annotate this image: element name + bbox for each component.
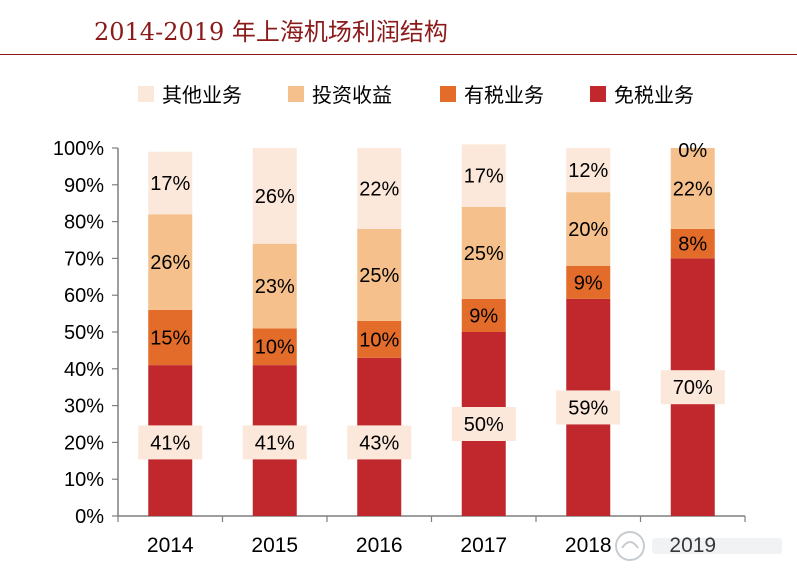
data-label: 17% (464, 166, 504, 188)
data-label: 70% (673, 377, 713, 399)
legend-label: 其他业务 (162, 83, 242, 107)
data-label-box (347, 425, 412, 460)
data-label: 43% (359, 432, 399, 454)
data-label: 12% (568, 160, 608, 182)
chart-title: 2014-2019 年上海机场利润结构 (94, 18, 448, 46)
data-label: 15% (150, 328, 190, 350)
bar-segment (148, 151, 193, 215)
x-tick-label: 2019 (669, 534, 716, 557)
data-label: 23% (255, 276, 295, 298)
x-tick-label: 2014 (147, 534, 194, 557)
y-tick-label: 0% (75, 506, 104, 528)
bar-segment (252, 328, 297, 366)
data-label-box (660, 370, 725, 405)
y-tick-label: 10% (64, 469, 104, 491)
bar-segment (566, 265, 611, 299)
data-label: 50% (464, 414, 504, 436)
title-divider (0, 54, 797, 55)
bar-segment (148, 214, 193, 310)
data-label-box (451, 407, 516, 441)
data-label: 0% (678, 140, 707, 162)
y-tick-label: 90% (64, 175, 104, 197)
y-tick-label: 70% (64, 248, 104, 270)
legend-label: 有税业务 (464, 83, 544, 107)
data-label: 10% (255, 337, 295, 359)
bar-segment (461, 206, 506, 299)
data-label: 26% (150, 252, 190, 274)
chart-axes: 0% 10% 20% 30% 40% 50% 60% 70% 80% 90% 100% 2014 201… (53, 138, 746, 557)
data-label: 9% (574, 272, 603, 294)
x-tick-label: 2016 (356, 534, 403, 557)
chart-legend: 其他业务 投资收益 有税业务 免税业务 (138, 83, 694, 107)
bar-segment (148, 309, 193, 366)
bar-segment (566, 192, 611, 266)
legend-swatch (288, 86, 304, 102)
bar-segment (357, 320, 402, 358)
data-label: 41% (150, 432, 190, 454)
y-tick-label: 100% (53, 138, 104, 160)
legend-label: 投资收益 (312, 83, 392, 107)
x-tick-label: 2018 (565, 534, 612, 557)
data-label: 26% (255, 186, 295, 208)
y-tick-label: 30% (64, 396, 104, 418)
chart-data-labels: 41% 15% 26% 17% 41% 10% 23% 26% 43% 10% 25% 22% 50% 9… (138, 140, 725, 460)
data-label: 9% (469, 305, 498, 327)
legend-swatch (440, 86, 456, 102)
y-tick-label: 60% (64, 285, 104, 307)
data-label: 17% (150, 173, 190, 195)
y-tick-label: 20% (64, 432, 104, 454)
bar-segment (670, 148, 715, 229)
bar-segment (461, 298, 506, 332)
legend-swatch (138, 86, 154, 102)
data-label: 25% (359, 265, 399, 287)
data-label-box (138, 425, 203, 460)
data-label: 22% (673, 178, 713, 200)
bar-segment (357, 148, 402, 229)
bar-segment (252, 148, 297, 244)
chart-bars (148, 144, 715, 516)
y-tick-label: 50% (64, 322, 104, 344)
data-label: 25% (464, 243, 504, 265)
data-label: 41% (255, 432, 295, 454)
x-tick-label: 2015 (251, 534, 298, 557)
data-label-box (242, 425, 307, 460)
data-label: 20% (568, 219, 608, 241)
watermark-logo (615, 531, 782, 561)
legend-swatch (590, 86, 606, 102)
data-label: 10% (359, 329, 399, 351)
data-label: 59% (568, 397, 608, 419)
y-tick-label: 80% (64, 212, 104, 234)
bar-segment (252, 243, 297, 329)
bar-segment (461, 144, 506, 207)
x-tick-label: 2017 (460, 534, 507, 557)
data-label: 22% (359, 178, 399, 200)
bar-segment (566, 148, 611, 193)
bar-segment (670, 228, 715, 259)
y-tick-label: 40% (64, 359, 104, 381)
data-label-box (556, 390, 621, 425)
legend-label: 免税业务 (614, 83, 694, 107)
data-label: 8% (678, 234, 707, 256)
bar-segment (357, 228, 402, 321)
